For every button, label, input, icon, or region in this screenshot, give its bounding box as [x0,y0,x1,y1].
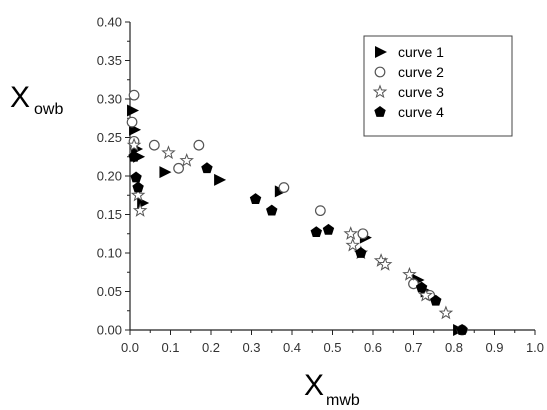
x-tick-label: 0.0 [121,340,139,355]
y-tick-label: 0.40 [97,15,122,30]
y-tick-label: 0.25 [97,130,122,145]
data-point [430,294,442,306]
x-tick-label: 0.6 [364,340,382,355]
data-point [418,287,433,302]
data-point [355,247,367,258]
data-points [126,89,468,336]
y-tick-label: 0.15 [97,207,122,222]
data-point [402,266,417,281]
data-point [345,237,361,252]
series-1 [127,104,466,336]
y-axis-title: X owb [10,81,63,118]
x-axis-title-sub: mwb [326,392,360,409]
data-point [193,139,205,151]
data-point [408,278,419,290]
data-point [179,152,194,167]
legend-marker [374,106,386,117]
x-tick-label: 0.9 [485,340,503,355]
data-point [128,89,140,101]
data-point [173,162,185,174]
data-point [314,205,326,217]
y-tick-label: 0.20 [97,169,122,184]
legend-label: curve 3 [398,84,444,100]
x-tick-label: 0.7 [404,340,422,355]
legend-box [363,35,513,137]
x-tick-label: 0.8 [445,340,463,355]
data-point [310,226,323,238]
data-point [130,171,142,183]
data-point [377,256,393,271]
data-point [127,104,140,117]
data-point [456,324,468,335]
x-tick-label: 0.4 [283,340,301,355]
x-tick-label: 1.0 [526,340,544,355]
y-axis-title-sub: owb [34,101,63,118]
data-point [357,228,369,240]
data-point [438,305,454,320]
data-point [161,145,176,160]
legend-label: curve 4 [398,104,444,120]
y-tick-label: 0.00 [97,323,122,338]
y-ticks: 0.00 0.05 0.10 0.15 0.20 0.25 0.30 0.35 0.40 [97,15,130,338]
data-point [214,173,227,186]
data-point [148,139,160,151]
legend-marker [375,46,387,58]
y-tick-label: 0.10 [97,246,122,261]
x-axis-title: X mwb [304,369,360,409]
y-axis-title-main: X [10,81,30,114]
data-point [415,281,428,293]
x-tick-label: 0.2 [202,340,220,355]
legend-label: curve 2 [398,64,444,80]
y-tick-label: 0.30 [97,92,122,107]
data-point [130,187,146,202]
y-tick-label: 0.05 [97,284,122,299]
data-point [159,166,172,179]
data-point [249,193,262,204]
x-axis-title-main: X [304,369,324,402]
data-point [128,150,140,162]
data-point [132,203,148,217]
legend-label: curve 1 [398,44,444,60]
data-point [278,182,290,193]
data-point [266,204,278,216]
series-4 [128,150,468,335]
data-point [201,162,213,174]
legend: curve 1 curve 2 curve 3 curve 4 [363,35,513,137]
data-point [126,137,142,152]
x-tick-label: 0.1 [161,340,179,355]
x-tick-label: 0.5 [323,340,341,355]
data-point [126,116,138,128]
legend-marker [374,66,386,78]
legend-marker [372,84,388,99]
data-point [343,226,358,240]
data-point [322,223,335,235]
x-ticks: 0.0 0.1 0.2 0.3 0.4 0.5 0.6 0.7 0.8 0.9 1.0 [121,330,544,355]
y-tick-label: 0.35 [97,53,122,68]
data-point [132,181,144,193]
x-tick-label: 0.3 [242,340,260,355]
